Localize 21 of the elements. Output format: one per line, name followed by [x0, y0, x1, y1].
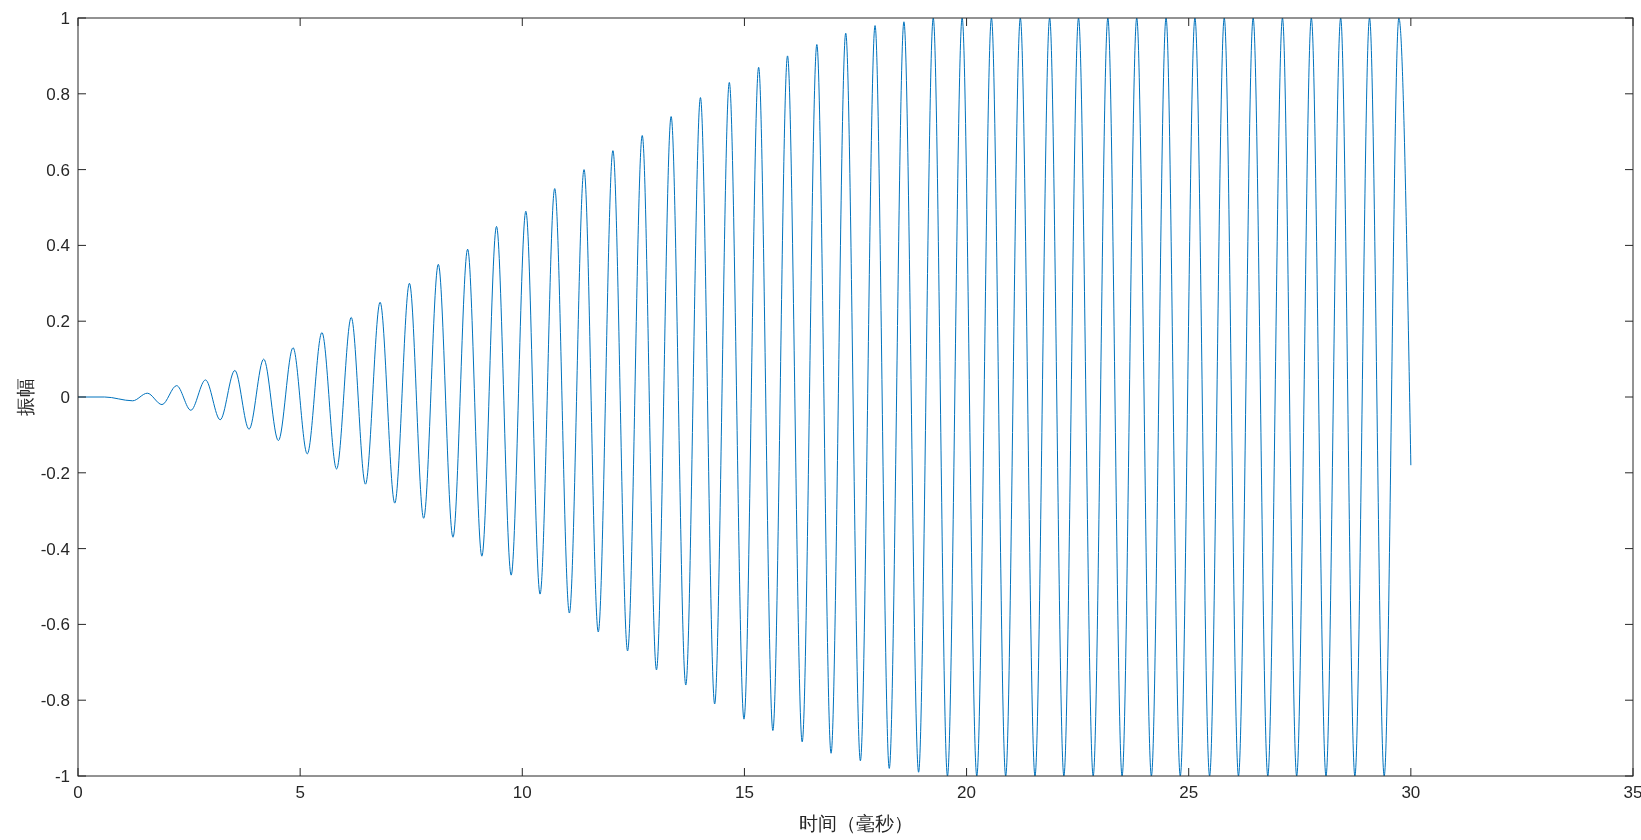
x-axis-title: 时间（毫秒）: [798, 813, 913, 834]
x-tick-label: 30: [1401, 783, 1421, 802]
y-tick-label: 0.2: [46, 312, 70, 332]
y-tick-label: -1: [54, 766, 70, 786]
y-axis-title: 振幅: [15, 378, 36, 416]
y-tick-label: 1: [60, 8, 70, 28]
y-tick-label: 0: [60, 387, 70, 407]
y-tick-label: 0.6: [46, 160, 70, 180]
x-tick-label: 5: [295, 783, 305, 802]
y-tick-label: 0.8: [46, 84, 70, 104]
x-tick-label: 10: [512, 783, 532, 802]
x-tick-label: 20: [957, 783, 977, 802]
y-tick-label: -0.8: [40, 691, 70, 711]
y-tick-label: -0.4: [40, 539, 70, 559]
x-tick-label: 25: [1179, 783, 1199, 802]
x-tick-label: 15: [734, 783, 754, 802]
x-tick-label: 35: [1623, 783, 1641, 802]
y-tick-label: -0.6: [40, 615, 70, 635]
y-tick-label: 0.4: [46, 236, 70, 256]
y-tick-label: -0.2: [40, 463, 70, 483]
x-tick-label: 0: [73, 783, 83, 802]
